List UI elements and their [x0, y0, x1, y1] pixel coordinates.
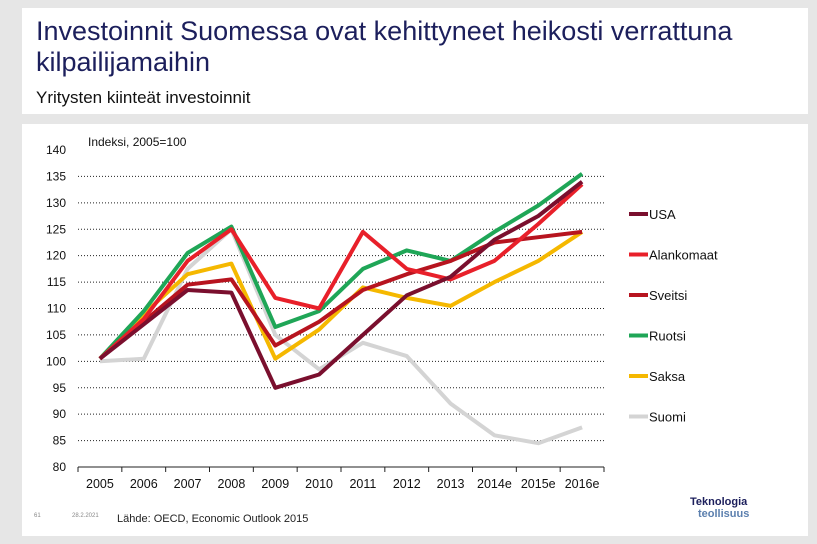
series-line-alankomaat — [98, 182, 584, 361]
x-tick-label: 2009 — [261, 477, 289, 491]
title-box: Investoinnit Suomessa ovat kehittyneet h… — [22, 8, 808, 114]
x-tick-label: 2013 — [437, 477, 465, 491]
y-tick-label: 120 — [46, 249, 66, 263]
y-tick-label: 90 — [53, 407, 67, 421]
y-tick-label: 80 — [53, 460, 67, 474]
y-tick-label: 115 — [47, 275, 66, 289]
x-tick-label: 2012 — [393, 477, 421, 491]
series-line-saksa — [98, 230, 584, 361]
x-tick-label: 2008 — [218, 477, 246, 491]
logo-line-1: Teknologia — [690, 496, 748, 508]
legend-label: Ruotsi — [649, 329, 686, 344]
x-tick-label: 2010 — [305, 477, 333, 491]
chart-panel: 80 85 90 95 100 105 110 115 120 125 130 135 140 2005 2… — [22, 124, 808, 536]
logo-line-2: teollisuus — [698, 508, 750, 520]
series-line-sveitsi — [98, 229, 583, 361]
x-tick-label: 2011 — [349, 477, 376, 491]
series-line-usa — [98, 180, 584, 390]
unit-label: Indeksi, 2005=100 — [88, 135, 187, 149]
slide-subtitle: Yritysten kiinteät investoinnit — [36, 88, 251, 107]
y-tick-label: 105 — [46, 328, 66, 342]
slide-date: 28.2.2021 — [72, 513, 99, 519]
source-note: Lähde: OECD, Economic Outlook 2015 — [117, 513, 309, 525]
slide-title: Investoinnit Suomessa ovat kehittyneet h… — [36, 16, 733, 77]
y-tick-label: 140 — [46, 143, 66, 157]
line-chart: 80 85 90 95 100 105 110 115 120 125 130 135 140 2005 2… — [46, 135, 718, 491]
slide-number: 61 — [34, 513, 41, 519]
y-tick-label: 135 — [46, 169, 66, 183]
x-tick-label: 2005 — [86, 477, 114, 491]
y-tick-label: 130 — [46, 196, 66, 210]
legend-label: Saksa — [649, 369, 686, 384]
x-tick-label: 2016e — [565, 477, 600, 491]
series-line-ruotsi — [98, 172, 584, 361]
y-tick-label: 100 — [46, 354, 66, 368]
y-tick-label: 95 — [53, 381, 67, 395]
teknologiateollisuus-logo: Teknologia teollisuus — [690, 496, 790, 520]
x-tick-label: 2015e — [521, 477, 556, 491]
y-tick-label: 110 — [47, 302, 66, 316]
legend-label: USA — [649, 207, 676, 222]
legend-label: Sveitsi — [649, 288, 687, 303]
y-tick-label: 85 — [53, 434, 67, 448]
legend-label: Suomi — [649, 410, 686, 425]
x-tick-label: 2014e — [477, 477, 512, 491]
legend-label: Alankomaat — [649, 248, 718, 263]
x-tick-label: 2006 — [130, 477, 158, 491]
series-line-suomi — [99, 227, 583, 446]
x-tick-label: 2007 — [174, 477, 202, 491]
y-tick-label: 125 — [46, 222, 66, 236]
